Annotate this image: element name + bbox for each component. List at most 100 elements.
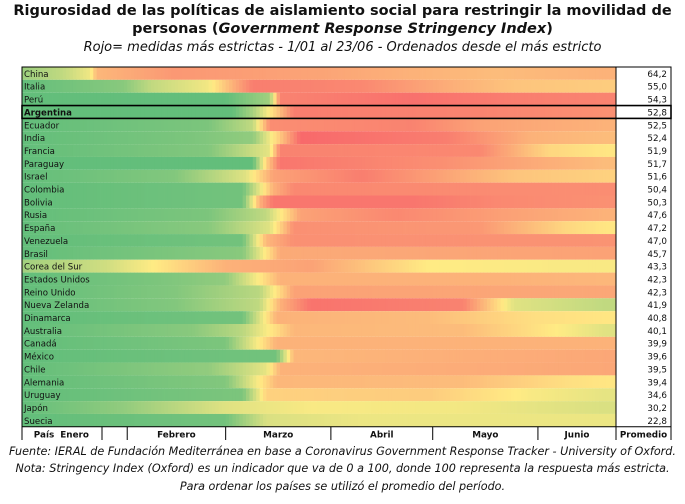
heat-cell xyxy=(215,285,220,299)
heat-cell xyxy=(602,285,607,299)
heat-cell xyxy=(531,349,535,363)
heat-cell xyxy=(507,105,512,119)
heat-cell xyxy=(320,285,325,299)
heat-cell xyxy=(106,92,111,106)
heat-cell xyxy=(100,259,104,273)
heat-cell xyxy=(388,92,393,106)
heat-cell xyxy=(609,234,613,247)
heat-cell xyxy=(571,375,576,389)
heat-cell xyxy=(181,144,186,157)
heat-cell xyxy=(28,375,33,389)
heat-cell xyxy=(381,221,386,235)
heat-cell xyxy=(198,375,203,389)
heat-cell xyxy=(150,156,155,170)
heat-cell xyxy=(96,388,101,402)
heat-cell xyxy=(405,413,410,427)
heat-cell xyxy=(439,234,444,247)
heat-cell xyxy=(459,285,464,299)
heat-cell xyxy=(42,311,47,324)
heat-cell xyxy=(524,246,529,260)
heat-cell xyxy=(246,105,250,119)
heat-cell xyxy=(510,285,515,299)
heat-cell xyxy=(507,285,512,299)
heat-cell xyxy=(246,375,250,389)
heat-cell xyxy=(212,375,216,389)
heat-cell xyxy=(330,195,335,209)
heat-cell xyxy=(150,362,155,376)
heat-cell xyxy=(123,221,128,235)
heat-cell xyxy=(398,336,403,350)
heat-cell xyxy=(195,246,199,260)
heat-cell xyxy=(232,182,237,196)
heat-cell xyxy=(442,208,447,222)
heat-cell xyxy=(565,182,569,196)
heat-cell xyxy=(93,79,98,93)
heat-cell xyxy=(300,413,305,427)
heat-cell xyxy=(110,131,115,145)
heat-cell xyxy=(565,298,569,312)
heat-cell xyxy=(561,311,566,324)
heat-cell xyxy=(96,118,101,132)
heat-cell xyxy=(507,362,512,376)
heat-cell xyxy=(103,413,108,427)
heat-cell xyxy=(283,401,288,414)
heat-cell xyxy=(490,221,495,235)
heat-cell xyxy=(96,92,101,106)
heat-cell xyxy=(117,362,121,376)
heat-cell xyxy=(507,79,512,93)
heat-cell xyxy=(595,375,600,389)
heat-cell xyxy=(592,221,597,235)
heat-cell xyxy=(510,79,515,93)
heat-cell xyxy=(344,156,349,170)
heat-cell xyxy=(361,375,366,389)
heat-cell xyxy=(178,144,182,157)
heat-cell xyxy=(419,375,423,389)
heat-cell xyxy=(320,349,325,363)
heat-cell xyxy=(381,234,386,247)
heat-cell xyxy=(246,324,250,337)
heat-cell xyxy=(337,92,342,106)
heat-cell xyxy=(28,311,33,324)
heat-cell xyxy=(358,221,362,235)
heat-cell xyxy=(296,298,301,312)
country-label: India xyxy=(24,134,45,144)
heat-cell xyxy=(171,349,176,363)
heat-cell xyxy=(537,92,542,106)
heat-cell xyxy=(524,298,529,312)
heat-cell xyxy=(456,324,461,337)
heat-cell xyxy=(55,118,60,132)
heat-cell xyxy=(212,208,216,222)
heat-cell xyxy=(49,195,53,209)
heat-cell xyxy=(229,67,233,80)
heat-cell xyxy=(120,92,125,106)
country-label: Italia xyxy=(24,83,45,93)
heat-cell xyxy=(419,156,423,170)
country-label: Paraguay xyxy=(24,160,64,170)
heat-cell xyxy=(480,311,485,324)
heat-cell xyxy=(544,195,549,209)
heat-cell xyxy=(612,144,617,157)
heat-cell xyxy=(405,272,410,286)
heat-cell xyxy=(412,375,417,389)
heat-cell xyxy=(317,259,322,273)
heat-cell xyxy=(476,413,481,427)
heat-cell xyxy=(466,311,471,324)
heat-cell xyxy=(42,234,47,247)
heat-cell xyxy=(59,324,64,337)
heat-cell xyxy=(106,67,111,80)
heat-cell xyxy=(276,375,281,389)
heat-cell xyxy=(300,79,305,93)
heat-cell xyxy=(334,272,339,286)
heat-cell xyxy=(368,401,373,414)
heat-cell xyxy=(195,388,199,402)
heat-cell xyxy=(456,246,461,260)
heat-cell xyxy=(117,144,121,157)
heat-cell xyxy=(602,131,607,145)
heat-cell xyxy=(110,182,115,196)
heat-cell xyxy=(181,311,186,324)
heat-cell xyxy=(459,375,464,389)
heat-cell xyxy=(137,324,142,337)
heat-cell xyxy=(222,105,227,119)
heat-cell xyxy=(49,349,53,363)
heat-cell xyxy=(385,234,389,247)
